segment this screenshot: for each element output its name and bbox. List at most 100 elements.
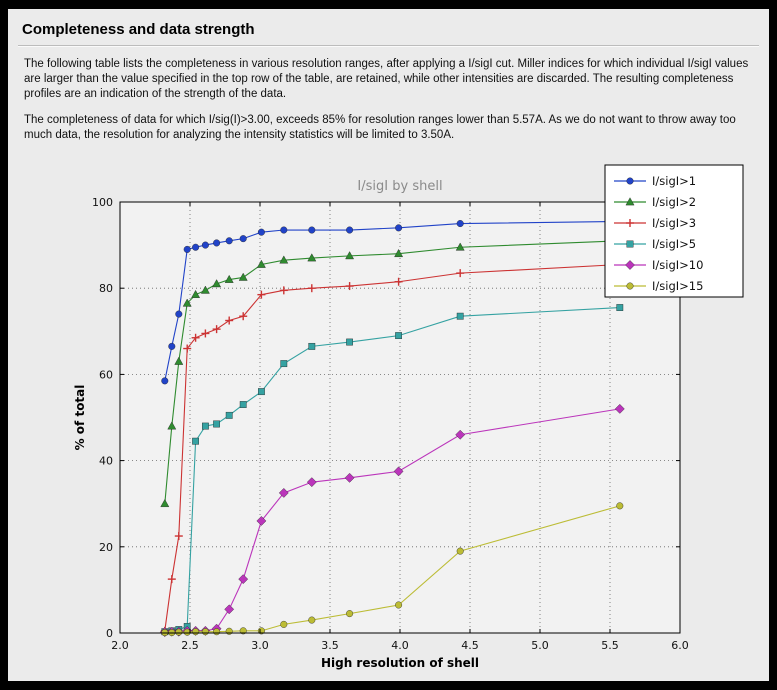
y-axis-label: % of total — [73, 384, 87, 450]
legend-label: I/sigI>1 — [652, 174, 696, 188]
description-paragraph-2: The completeness of data for which I/sig… — [24, 113, 736, 141]
series-line — [164, 240, 620, 504]
data-marker — [168, 342, 176, 350]
data-marker — [256, 259, 266, 268]
legend-entry: I/sigI>10 — [614, 258, 703, 272]
data-marker — [212, 279, 222, 288]
series-line — [164, 263, 620, 631]
data-marker — [238, 272, 248, 281]
data-marker — [213, 239, 221, 247]
x-tick-label: 3.5 — [321, 639, 339, 652]
legend-label: I/sigI>2 — [652, 195, 696, 209]
data-marker — [192, 628, 200, 636]
x-axis-label: High resolution of shell — [321, 656, 479, 670]
legend-box — [604, 164, 744, 298]
data-marker — [225, 627, 233, 635]
x-tick-label: 5.5 — [601, 639, 619, 652]
legend-entry: I/sigI>3 — [614, 216, 696, 230]
data-marker — [278, 487, 289, 498]
data-marker — [455, 242, 465, 251]
data-marker — [307, 253, 317, 262]
data-marker — [625, 259, 635, 270]
data-marker — [346, 226, 354, 234]
data-marker — [183, 245, 191, 253]
data-marker — [257, 228, 265, 236]
series-I/sigI>1 — [161, 217, 624, 385]
x-tick-label: 2.5 — [181, 639, 199, 652]
data-marker — [257, 388, 265, 395]
legend-entry: I/sigI>5 — [614, 237, 696, 251]
legend-entry: I/sigI>1 — [614, 174, 696, 188]
data-marker — [167, 421, 177, 430]
data-marker — [280, 360, 288, 367]
data-marker — [626, 282, 634, 290]
x-tick-label: 6.0 — [671, 639, 689, 652]
data-marker — [225, 237, 233, 245]
page-title: Completeness and data strength — [22, 21, 255, 38]
data-marker — [191, 289, 201, 298]
legend-entry: I/sigI>2 — [614, 195, 696, 209]
data-marker — [239, 401, 247, 408]
data-marker — [308, 616, 316, 624]
data-marker — [346, 609, 354, 617]
data-marker — [344, 472, 355, 483]
x-tick-label: 3.0 — [251, 639, 269, 652]
y-tick-label: 60 — [99, 368, 113, 381]
data-marker — [213, 420, 220, 428]
data-marker — [625, 197, 635, 206]
data-marker — [626, 240, 634, 248]
legend-label: I/sigI>5 — [652, 237, 696, 251]
legend-entry: I/sigI>15 — [614, 279, 703, 293]
title-divider — [18, 45, 759, 47]
data-marker — [456, 219, 464, 227]
chart-region: 2.0 2.5 3.0 3.5 4.0 4.5 5.0 5.5 6.0 0 20 40 60 80 100 I… — [8, 153, 769, 673]
y-tick-label: 80 — [99, 282, 113, 295]
series-line — [164, 220, 620, 381]
data-marker — [395, 224, 403, 232]
data-marker — [161, 377, 169, 385]
data-marker — [456, 312, 464, 320]
chart-title: I/sigI by shell — [357, 179, 442, 194]
series-line — [164, 306, 620, 633]
x-tick-label: 5.0 — [531, 639, 549, 652]
data-marker — [201, 422, 209, 430]
data-marker — [308, 342, 316, 350]
data-marker — [280, 620, 288, 628]
x-tick-label: 4.5 — [461, 639, 479, 652]
y-tick-label: 20 — [99, 541, 113, 554]
data-marker — [626, 177, 634, 185]
data-marker — [174, 356, 184, 365]
data-marker — [346, 338, 353, 346]
data-marker — [393, 466, 404, 477]
data-marker — [456, 547, 464, 555]
data-marker — [213, 628, 221, 636]
series-line — [164, 505, 620, 633]
data-marker — [279, 255, 289, 264]
data-marker — [345, 251, 355, 260]
data-marker — [182, 298, 192, 307]
data-marker — [614, 403, 625, 414]
legend-label: I/sigI>3 — [652, 216, 696, 230]
y-tick-label: 40 — [99, 454, 113, 467]
data-marker — [280, 226, 288, 234]
data-marker — [160, 498, 170, 507]
legend-label: I/sigI>10 — [652, 258, 703, 272]
data-marker — [455, 429, 466, 440]
data-marker — [616, 502, 624, 510]
description-paragraph-1: The following table lists the completene… — [24, 58, 749, 101]
data-marker — [306, 477, 317, 487]
data-marker — [175, 628, 183, 636]
data-marker — [201, 241, 209, 249]
report-page: Completeness and data strength The follo… — [8, 9, 769, 681]
data-marker — [308, 226, 316, 234]
data-marker — [201, 628, 209, 636]
data-marker — [225, 411, 233, 419]
data-marker — [192, 243, 200, 251]
completeness-chart: 2.0 2.5 3.0 3.5 4.0 4.5 5.0 5.5 6.0 0 20 40 60 80 100 I… — [73, 164, 744, 670]
legend-label: I/sigI>15 — [652, 279, 703, 293]
data-marker — [192, 437, 199, 445]
x-tick-label: 4.0 — [391, 639, 409, 652]
data-marker — [239, 234, 247, 242]
y-tick-label: 0 — [106, 627, 113, 640]
data-marker — [616, 304, 624, 311]
